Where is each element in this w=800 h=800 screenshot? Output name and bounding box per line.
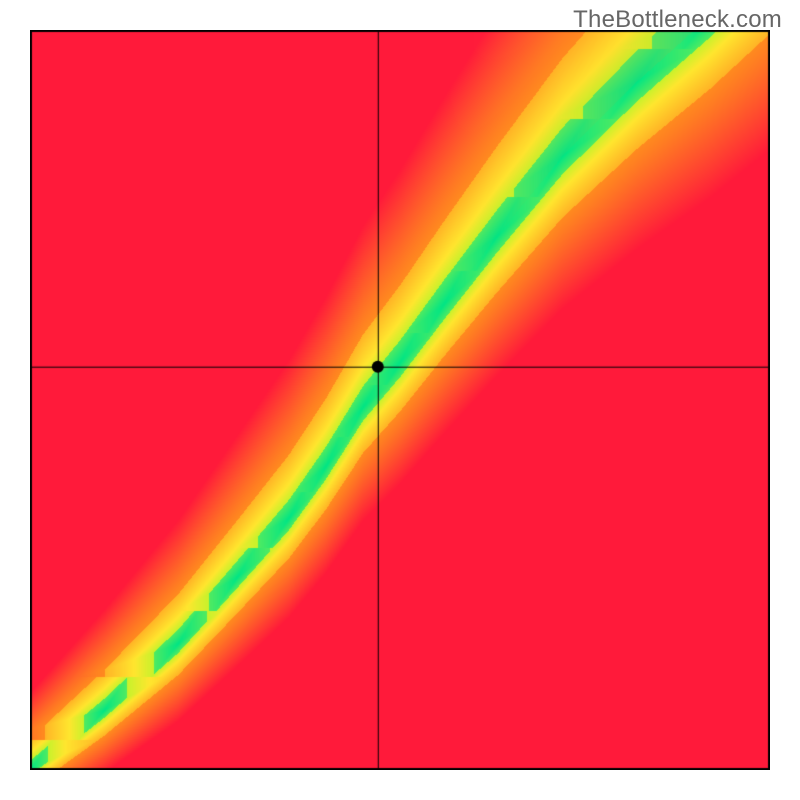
watermark-text: TheBottleneck.com — [573, 6, 782, 34]
bottleneck-heatmap-canvas — [30, 30, 770, 770]
bottleneck-chart-container: TheBottleneck.com — [0, 0, 800, 800]
